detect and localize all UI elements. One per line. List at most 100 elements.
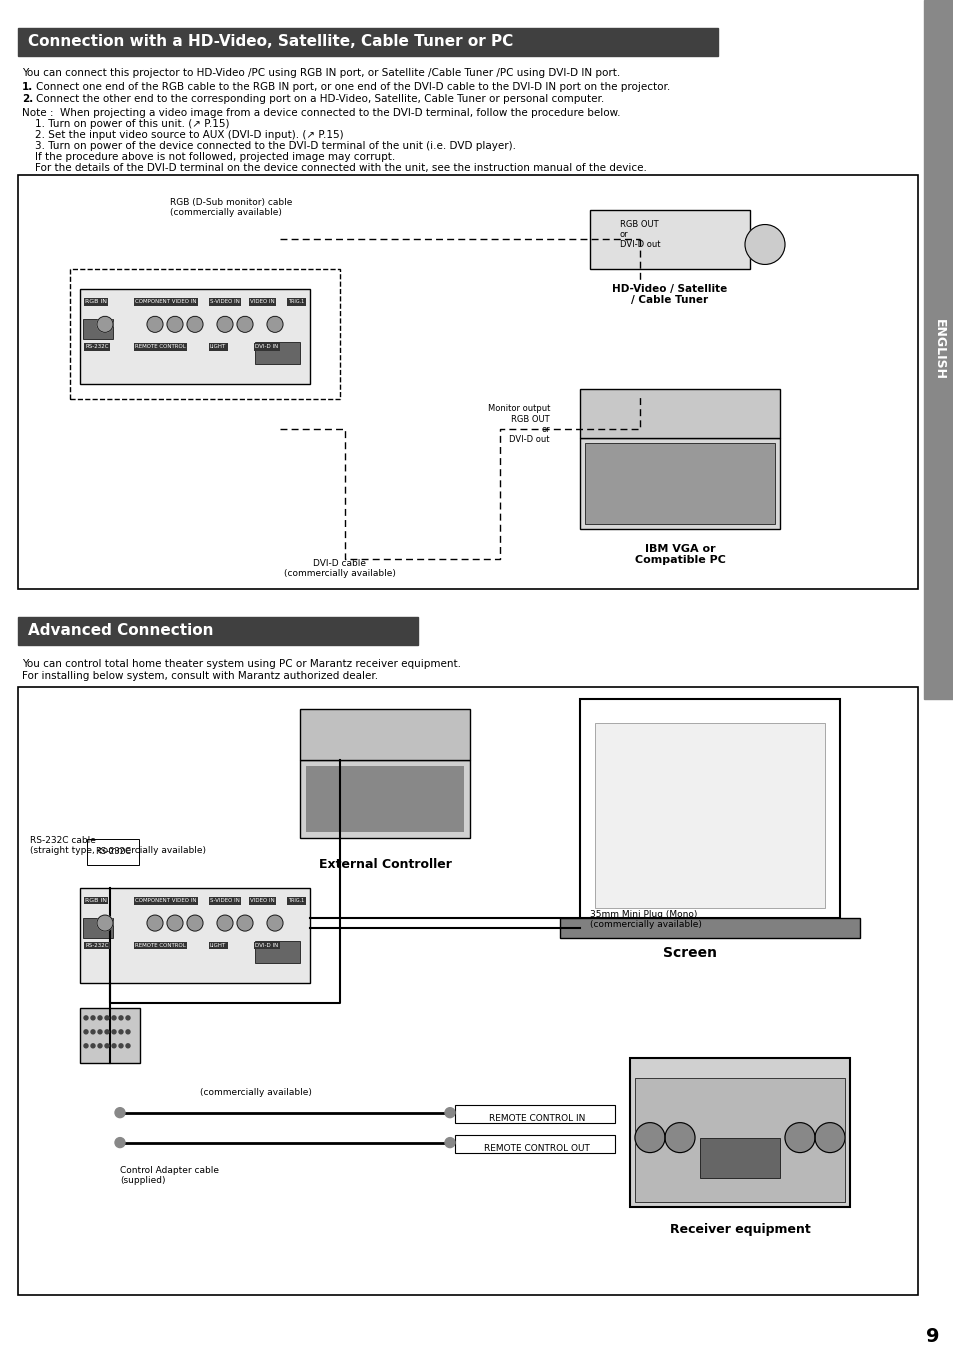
Text: Screen: Screen: [662, 946, 717, 961]
Bar: [589, 209, 749, 269]
Bar: [299, 761, 470, 838]
Circle shape: [105, 1029, 109, 1034]
Circle shape: [167, 316, 183, 332]
Text: RGB OUT: RGB OUT: [511, 415, 550, 424]
Text: VIDEO IN: VIDEO IN: [250, 300, 274, 304]
Circle shape: [635, 1123, 664, 1152]
Circle shape: [97, 915, 112, 931]
Text: DVI-D IN: DVI-D IN: [254, 943, 278, 948]
Bar: [579, 438, 780, 528]
Text: HD-Video / Satellite: HD-Video / Satellite: [612, 285, 727, 295]
Bar: [83, 319, 112, 339]
Circle shape: [112, 1029, 116, 1034]
Text: 2.: 2.: [22, 93, 33, 104]
Text: RS-232C: RS-232C: [85, 345, 109, 350]
Circle shape: [187, 915, 203, 931]
Circle shape: [98, 1016, 102, 1020]
Text: VIDEO IN: VIDEO IN: [250, 898, 274, 902]
Text: (supplied): (supplied): [120, 1175, 165, 1185]
Text: RS-232C: RS-232C: [85, 943, 109, 948]
Bar: [18, 616, 417, 644]
Text: / Cable Tuner: / Cable Tuner: [631, 296, 708, 305]
Text: RGB OUT
or
DVI-D out: RGB OUT or DVI-D out: [619, 220, 659, 250]
Circle shape: [91, 1016, 95, 1020]
Circle shape: [97, 316, 112, 332]
Circle shape: [267, 316, 283, 332]
Text: Connection with a HD-Video, Satellite, Cable Tuner or PC: Connection with a HD-Video, Satellite, C…: [28, 34, 513, 50]
Bar: [80, 888, 310, 984]
Text: DVI-D cable: DVI-D cable: [314, 559, 366, 567]
Text: REMOTE CONTROL: REMOTE CONTROL: [135, 345, 186, 350]
Text: If the procedure above is not followed, projected image may corrupt.: If the procedure above is not followed, …: [22, 151, 395, 162]
Text: DVI-D out: DVI-D out: [509, 435, 550, 444]
Circle shape: [126, 1016, 130, 1020]
Text: S-VIDEO IN: S-VIDEO IN: [210, 898, 239, 902]
Bar: [579, 389, 780, 438]
Circle shape: [105, 1016, 109, 1020]
Circle shape: [236, 915, 253, 931]
Text: COMPONENT VIDEO IN: COMPONENT VIDEO IN: [135, 898, 196, 902]
Circle shape: [126, 1029, 130, 1034]
Text: TRIG.1: TRIG.1: [288, 898, 304, 902]
Circle shape: [91, 1029, 95, 1034]
Text: (commercially available): (commercially available): [589, 920, 701, 929]
Text: REMOTE CONTROL IN: REMOTE CONTROL IN: [488, 1113, 584, 1123]
Circle shape: [216, 915, 233, 931]
Circle shape: [784, 1123, 814, 1152]
Bar: [559, 919, 859, 938]
Text: S-VIDEO IN: S-VIDEO IN: [210, 300, 239, 304]
Text: LIGHT: LIGHT: [210, 345, 226, 350]
Text: For installing below system, consult with Marantz authorized dealer.: For installing below system, consult wit…: [22, 670, 377, 681]
Bar: [18, 174, 917, 589]
Circle shape: [119, 1029, 123, 1034]
Text: LIGHT: LIGHT: [210, 943, 226, 948]
Text: RGB (D-Sub monitor) cable: RGB (D-Sub monitor) cable: [170, 197, 292, 207]
Text: (commercially available): (commercially available): [170, 208, 281, 216]
Text: Connect the other end to the corresponding port on a HD-Video, Satellite, Cable : Connect the other end to the correspondi…: [36, 93, 603, 104]
Bar: [635, 1078, 844, 1202]
Text: IBM VGA or: IBM VGA or: [644, 544, 715, 554]
Circle shape: [84, 1044, 88, 1048]
Circle shape: [187, 316, 203, 332]
Text: 1.: 1.: [22, 82, 33, 92]
Circle shape: [112, 1044, 116, 1048]
Text: DVI-D IN: DVI-D IN: [254, 345, 278, 350]
Bar: [584, 443, 774, 524]
Circle shape: [267, 915, 283, 931]
Text: REMOTE CONTROL OUT: REMOTE CONTROL OUT: [483, 1143, 589, 1152]
Text: RGB IN: RGB IN: [85, 898, 107, 902]
Text: REMOTE CONTROL: REMOTE CONTROL: [135, 943, 186, 948]
Text: (straight type, commercially available): (straight type, commercially available): [30, 846, 206, 855]
Circle shape: [98, 1029, 102, 1034]
Text: 9: 9: [925, 1327, 939, 1346]
Bar: [254, 342, 299, 365]
Bar: [579, 698, 840, 919]
Circle shape: [147, 316, 163, 332]
Circle shape: [744, 224, 784, 265]
Circle shape: [119, 1016, 123, 1020]
Circle shape: [84, 1029, 88, 1034]
Circle shape: [115, 1108, 125, 1117]
Circle shape: [236, 316, 253, 332]
Text: COMPONENT VIDEO IN: COMPONENT VIDEO IN: [135, 300, 196, 304]
Text: RS-232C: RS-232C: [95, 847, 131, 857]
Bar: [83, 919, 112, 938]
Circle shape: [105, 1044, 109, 1048]
Circle shape: [814, 1123, 844, 1152]
Bar: [18, 28, 718, 55]
Text: 3. Turn on power of the device connected to the DVI-D terminal of the unit (i.e.: 3. Turn on power of the device connected…: [22, 141, 516, 151]
Bar: [306, 766, 463, 832]
Text: (commercially available): (commercially available): [200, 1088, 312, 1097]
Circle shape: [112, 1016, 116, 1020]
Text: 35mm Mini Plug (Mono): 35mm Mini Plug (Mono): [589, 911, 697, 919]
Circle shape: [664, 1123, 695, 1152]
Text: Receiver equipment: Receiver equipment: [669, 1224, 809, 1236]
Bar: [455, 1105, 615, 1123]
Bar: [700, 1138, 780, 1178]
Circle shape: [91, 1044, 95, 1048]
Text: Monitor output: Monitor output: [487, 404, 550, 413]
Circle shape: [98, 1044, 102, 1048]
Text: 2. Set the input video source to AUX (DVI-D input). (↗ P.15): 2. Set the input video source to AUX (DV…: [22, 130, 343, 139]
Circle shape: [444, 1108, 455, 1117]
Bar: [595, 724, 824, 908]
